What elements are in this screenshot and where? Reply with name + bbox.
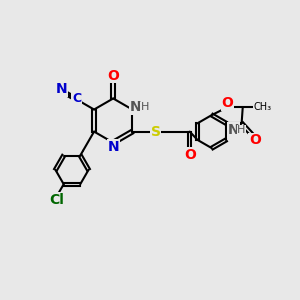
Text: N: N: [56, 82, 67, 96]
Text: S: S: [151, 124, 160, 139]
Text: Cl: Cl: [50, 193, 64, 207]
Text: O: O: [249, 133, 261, 147]
Text: N: N: [107, 140, 119, 154]
Text: CH₃: CH₃: [254, 102, 272, 112]
Text: C: C: [72, 92, 81, 105]
Text: O: O: [107, 69, 119, 83]
Text: H: H: [141, 102, 149, 112]
Text: N: N: [130, 100, 142, 114]
Text: O: O: [221, 96, 233, 110]
Text: O: O: [184, 148, 196, 162]
Text: N: N: [228, 123, 239, 137]
Text: H: H: [237, 125, 246, 135]
